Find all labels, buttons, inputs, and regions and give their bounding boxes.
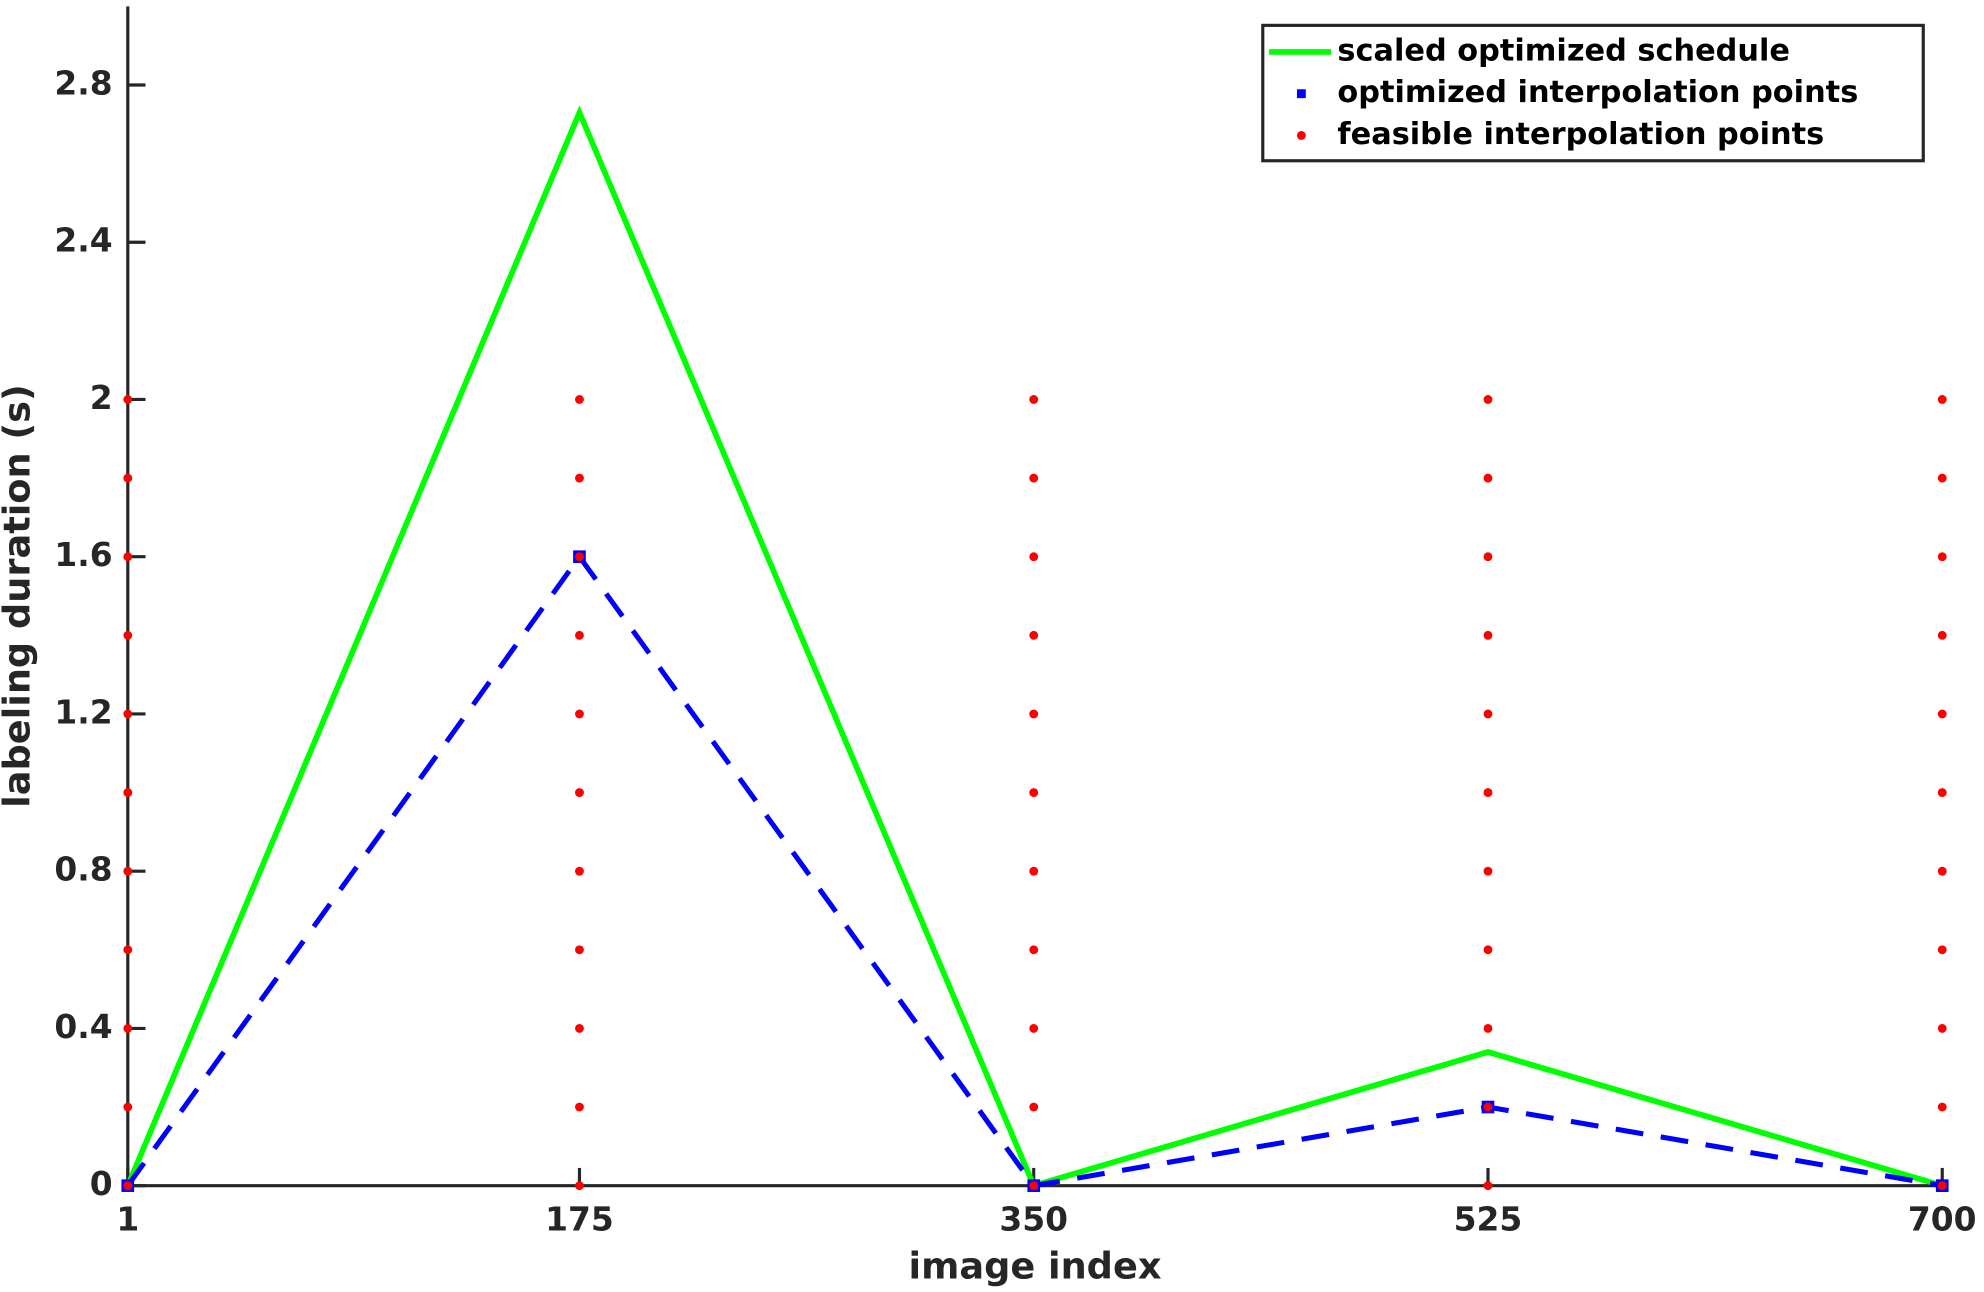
marker xyxy=(575,1023,584,1033)
series xyxy=(123,395,1947,1191)
marker xyxy=(123,552,133,562)
marker xyxy=(1483,945,1493,955)
marker xyxy=(575,552,584,562)
legend-label: scaled optimized schedule xyxy=(1337,33,1790,68)
marker xyxy=(1029,395,1039,404)
marker xyxy=(123,866,133,876)
marker xyxy=(1937,473,1947,483)
marker xyxy=(1483,1181,1493,1191)
marker xyxy=(1937,1102,1947,1112)
marker xyxy=(123,945,133,955)
marker xyxy=(1483,395,1493,404)
marker xyxy=(1029,630,1039,640)
marker xyxy=(1937,866,1947,876)
marker xyxy=(1483,630,1493,640)
marker xyxy=(575,945,584,955)
x-tick-label: 1 xyxy=(116,1200,139,1239)
marker xyxy=(1029,866,1039,876)
marker xyxy=(123,473,133,483)
marker xyxy=(1483,1023,1493,1033)
legend-swatch xyxy=(1296,89,1306,99)
legend-label: optimized interpolation points xyxy=(1337,75,1858,110)
legend-swatch xyxy=(1296,131,1306,140)
legend-label: feasible interpolation points xyxy=(1337,117,1824,152)
marker xyxy=(1483,473,1493,483)
marker xyxy=(123,709,133,719)
marker xyxy=(1937,552,1947,562)
marker xyxy=(1937,395,1947,404)
legend: scaled optimized schedule optimized inter… xyxy=(1261,23,1925,163)
marker xyxy=(575,395,584,404)
x-tick-label: 175 xyxy=(545,1200,614,1239)
y-tick-label: 2.4 xyxy=(54,221,112,260)
legend-box xyxy=(1261,23,1925,163)
x-tick-label: 525 xyxy=(1454,1200,1523,1239)
marker xyxy=(575,788,584,797)
marker xyxy=(123,788,133,797)
marker xyxy=(1483,1102,1493,1112)
x-tick-label: 350 xyxy=(999,1200,1068,1239)
y-tick-label: 1.6 xyxy=(54,535,112,574)
marker xyxy=(1937,1023,1947,1033)
y-tick-label: 2 xyxy=(90,378,113,417)
marker xyxy=(575,473,584,483)
marker xyxy=(1483,788,1493,797)
marker xyxy=(1029,709,1039,719)
marker xyxy=(123,1102,133,1112)
marker xyxy=(1029,1181,1039,1191)
marker xyxy=(1937,945,1947,955)
marker xyxy=(123,395,133,404)
marker xyxy=(1029,788,1039,797)
marker xyxy=(1029,945,1039,955)
y-tick-label: 0.4 xyxy=(54,1007,112,1046)
marker xyxy=(123,1023,133,1033)
marker xyxy=(1029,552,1039,562)
marker xyxy=(1483,552,1493,562)
y-tick-label: 1.2 xyxy=(54,692,112,731)
x-tick-label: 700 xyxy=(1908,1200,1977,1239)
marker xyxy=(1937,1181,1947,1191)
marker xyxy=(1483,709,1493,719)
marker xyxy=(1937,709,1947,719)
x-axis-label: image index xyxy=(909,1244,1162,1287)
marker xyxy=(575,1102,584,1112)
marker xyxy=(1937,630,1947,640)
marker xyxy=(1483,866,1493,876)
marker xyxy=(575,709,584,719)
y-tick-label: 2.8 xyxy=(54,64,112,103)
marker xyxy=(123,1181,133,1191)
marker xyxy=(1937,788,1947,797)
y-tick-label: 0.8 xyxy=(54,850,112,889)
marker xyxy=(575,630,584,640)
marker xyxy=(1029,1023,1039,1033)
marker xyxy=(575,1181,584,1191)
y-tick-label: 0 xyxy=(90,1164,113,1203)
marker xyxy=(575,866,584,876)
marker xyxy=(1029,473,1039,483)
marker xyxy=(123,630,133,640)
marker xyxy=(1029,1102,1039,1112)
y-axis-label: labeling duration (s) xyxy=(0,384,38,808)
